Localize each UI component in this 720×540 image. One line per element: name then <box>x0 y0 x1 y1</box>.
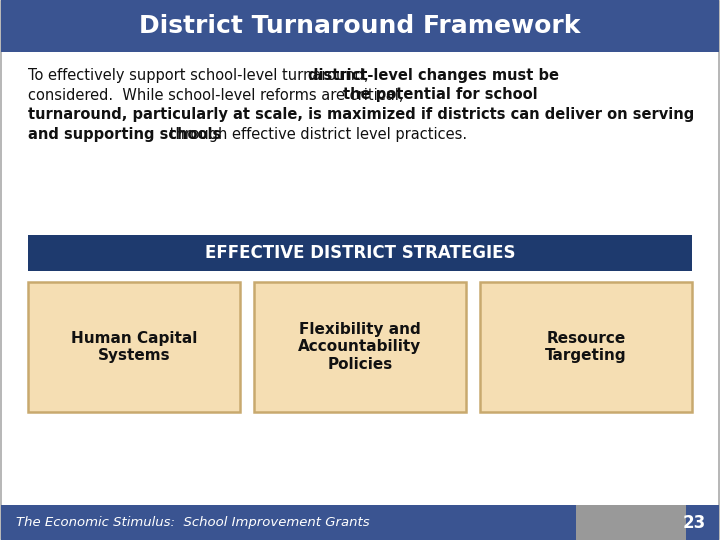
FancyBboxPatch shape <box>576 505 686 540</box>
FancyBboxPatch shape <box>480 282 692 412</box>
Text: The Economic Stimulus:  School Improvement Grants: The Economic Stimulus: School Improvemen… <box>16 516 369 529</box>
Text: District Turnaround Framework: District Turnaround Framework <box>139 14 581 38</box>
Text: Flexibility and
Accountability
Policies: Flexibility and Accountability Policies <box>298 322 422 372</box>
Text: Resource
Targeting: Resource Targeting <box>545 331 627 363</box>
Text: considered.  While school-level reforms are critical,: considered. While school-level reforms a… <box>28 87 408 103</box>
Text: through effective district level practices.: through effective district level practic… <box>166 126 467 141</box>
Text: the potential for school: the potential for school <box>343 87 537 103</box>
FancyBboxPatch shape <box>254 282 466 412</box>
Text: Human Capital
Systems: Human Capital Systems <box>71 331 197 363</box>
Text: 23: 23 <box>683 514 706 531</box>
Text: EFFECTIVE DISTRICT STRATEGIES: EFFECTIVE DISTRICT STRATEGIES <box>204 244 516 262</box>
FancyBboxPatch shape <box>1 0 719 52</box>
FancyBboxPatch shape <box>1 505 719 540</box>
Text: turnaround, particularly at scale, is maximized if districts can deliver on serv: turnaround, particularly at scale, is ma… <box>28 107 694 122</box>
Text: and supporting schools: and supporting schools <box>28 126 221 141</box>
Text: district-level changes must be: district-level changes must be <box>307 68 559 83</box>
Text: To effectively support school-level turnaround,: To effectively support school-level turn… <box>28 68 373 83</box>
FancyBboxPatch shape <box>28 235 692 271</box>
FancyBboxPatch shape <box>28 282 240 412</box>
